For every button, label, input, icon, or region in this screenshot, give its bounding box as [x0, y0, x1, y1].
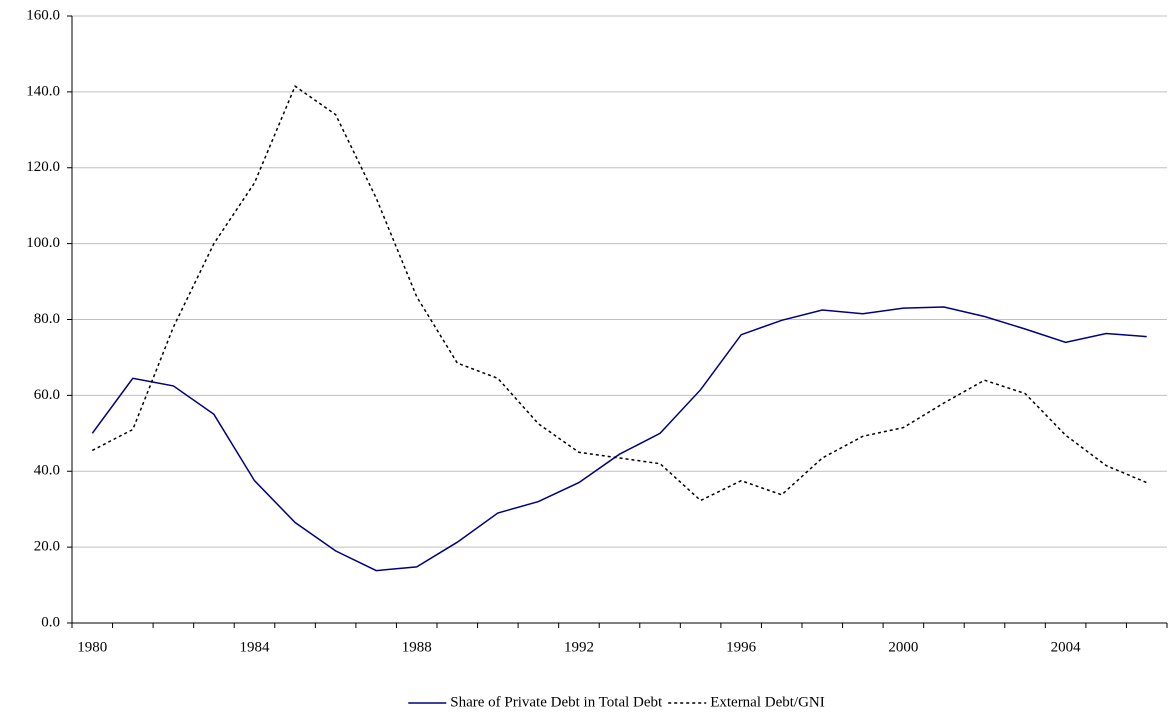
y-tick-label: 160.0	[26, 7, 60, 23]
y-tick-label: 60.0	[34, 387, 60, 403]
y-tick-label: 80.0	[34, 311, 60, 327]
series-line	[91, 85, 1147, 502]
y-tick-label: 120.0	[26, 159, 60, 175]
x-tick-label: 1984	[240, 639, 271, 655]
x-tick-label: 1988	[402, 639, 432, 655]
y-tick-label: 140.0	[26, 83, 60, 99]
x-tick-label: 2004	[1051, 639, 1082, 655]
legend-label: Share of Private Debt in Total Debt	[450, 694, 663, 710]
y-tick-label: 100.0	[26, 235, 60, 251]
x-tick-label: 2000	[888, 639, 918, 655]
y-tick-label: 20.0	[34, 539, 60, 555]
x-tick-label: 1992	[564, 639, 594, 655]
y-tick-label: 40.0	[34, 463, 60, 479]
x-tick-label: 1996	[726, 639, 757, 655]
series-line	[91, 306, 1147, 572]
x-tick-label: 1980	[77, 639, 107, 655]
legend-label: External Debt/GNI	[710, 694, 825, 710]
y-tick-label: 0.0	[41, 614, 60, 630]
